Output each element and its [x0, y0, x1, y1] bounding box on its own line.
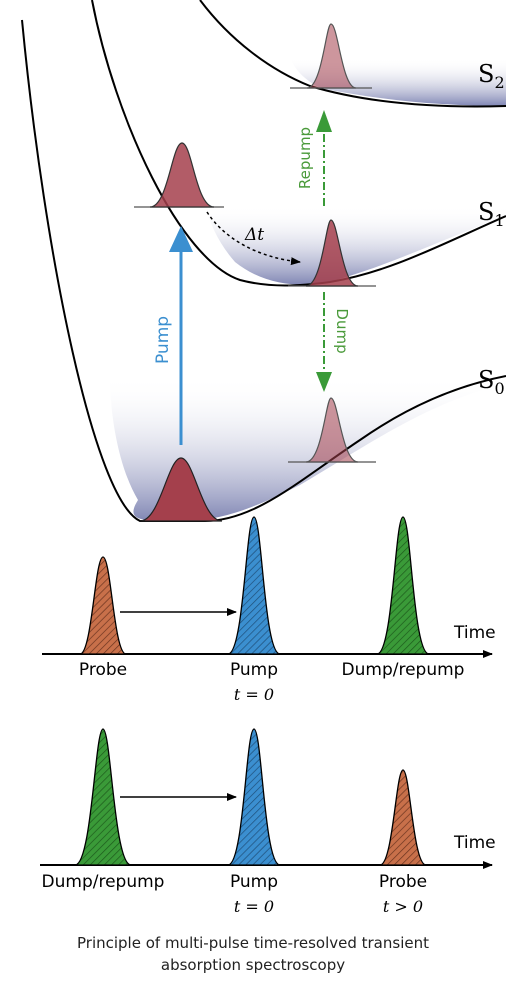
probe-label-2: Probe — [379, 872, 427, 892]
dump-label-2: Dump/repump — [42, 872, 165, 892]
dump-pulse-1 — [376, 516, 430, 655]
caption-line-2: absorption spectroscopy — [160, 956, 346, 974]
energy-level-diagram: S0 S1 S2 Pump Δt — [21, 0, 506, 916]
s2-potential-well — [199, 0, 506, 108]
timeline-2 — [40, 728, 493, 869]
probe-time-label-2: t > 0 — [383, 897, 423, 916]
s0-label: S0 — [478, 366, 505, 398]
pump-label-1: Pump — [230, 660, 278, 680]
pump-arrow-label: Pump — [153, 316, 173, 364]
timeline-1 — [42, 516, 493, 658]
probe-pulse-1 — [79, 556, 127, 655]
ground-state-wavepacket — [139, 457, 223, 522]
s1-label: S1 — [478, 198, 505, 230]
s1-potential-well — [91, 0, 506, 287]
pump-pulse-2 — [227, 728, 281, 866]
pump-arrow — [169, 226, 193, 445]
repump-arrow-label: Repump — [296, 127, 314, 189]
probe-pulse-2 — [379, 769, 427, 866]
delay-label: Δt — [244, 225, 264, 245]
caption-line-1: Principle of multi-pulse time-resolved t… — [77, 934, 429, 952]
probe-label-1: Probe — [79, 660, 127, 680]
pump-time-label-1: t = 0 — [234, 685, 274, 704]
dump-arrow-label: Dump — [333, 308, 351, 353]
dump-pulse-2 — [74, 728, 132, 866]
s2-wavepacket — [290, 23, 372, 89]
repump-arrow — [316, 110, 332, 206]
excited-wavepacket — [134, 142, 224, 208]
pump-time-label-2: t = 0 — [234, 897, 274, 916]
delay-arrow — [206, 211, 301, 266]
time-axis-2-label: Time — [453, 833, 496, 853]
dump-arrow — [316, 292, 332, 392]
relaxed-s1-wavepacket — [288, 219, 376, 287]
figure-caption: Principle of multi-pulse time-resolved t… — [0, 932, 506, 976]
s0-dumped-wavepacket — [288, 397, 376, 463]
pump-label-2: Pump — [230, 872, 278, 892]
time-axis-1-label: Time — [453, 623, 496, 643]
pump-pulse-1 — [227, 516, 281, 655]
s2-label: S2 — [478, 60, 505, 92]
dump-label-1: Dump/repump — [342, 660, 465, 680]
